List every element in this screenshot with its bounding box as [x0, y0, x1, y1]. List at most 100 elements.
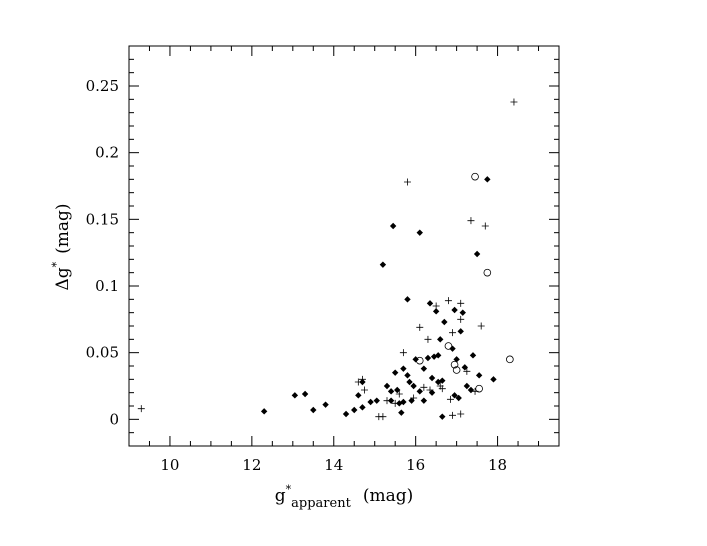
- data-point-plus: [457, 315, 465, 323]
- y-tick-label: 0.2: [95, 144, 119, 162]
- data-point-plus: [420, 383, 428, 391]
- data-point-plus: [410, 394, 418, 402]
- data-point-diamond: [451, 306, 458, 314]
- data-point-diamond: [291, 392, 299, 399]
- x-tick-label: 16: [406, 456, 425, 474]
- data-point-diamond: [432, 308, 440, 315]
- x-tick-label: 18: [488, 456, 507, 474]
- data-point-diamond: [463, 382, 471, 390]
- data-point-circle: [444, 342, 453, 350]
- data-point-diamond: [342, 410, 350, 418]
- data-point-plus: [416, 323, 424, 331]
- x-axis-label-sup: *: [286, 483, 292, 496]
- data-point-plus: [395, 390, 403, 398]
- data-point-diamond: [469, 352, 477, 359]
- data-point-diamond: [424, 354, 432, 362]
- data-point-plus: [399, 349, 407, 357]
- data-point-plus: [477, 322, 485, 330]
- data-point-diamond: [439, 413, 446, 420]
- data-point-plus: [354, 378, 362, 386]
- x-tick-label: 14: [324, 456, 343, 474]
- data-point-diamond: [387, 397, 395, 404]
- data-point-plus: [426, 386, 434, 394]
- data-point-plus: [137, 405, 145, 413]
- data-point-plus: [358, 375, 366, 383]
- data-point-diamond: [400, 398, 407, 406]
- data-point-diamond: [322, 401, 329, 408]
- data-point-diamond: [387, 388, 395, 395]
- data-point-diamond: [404, 372, 411, 379]
- data-point-plus: [449, 411, 457, 419]
- x-axis-label-base: g: [275, 486, 286, 506]
- y-axis-label: Δg* (mag): [50, 203, 73, 290]
- data-point-diamond: [400, 365, 407, 372]
- data-point-diamond: [383, 382, 391, 390]
- data-point-diamond: [484, 176, 491, 183]
- data-point-diamond: [455, 394, 462, 402]
- data-point-diamond: [490, 376, 497, 383]
- data-point-plus: [438, 385, 446, 393]
- data-point-diamond: [367, 398, 374, 406]
- x-axis-label: g*apparent (mag): [275, 483, 413, 511]
- data-point-diamond: [391, 369, 399, 376]
- data-point-diamond: [416, 388, 423, 395]
- data-point-diamond: [310, 406, 317, 414]
- data-point-plus: [424, 335, 432, 343]
- y-axis-label-unit: (mag): [53, 203, 73, 253]
- data-point-diamond: [441, 318, 448, 326]
- data-point-diamond: [301, 390, 309, 398]
- data-point-diamond: [428, 374, 436, 382]
- data-point-diamond: [473, 250, 481, 258]
- y-axis-label-sup: *: [50, 261, 63, 267]
- y-tick-label: 0.25: [86, 77, 119, 95]
- data-point-diamond: [373, 397, 380, 404]
- y-tick-label: 0.05: [86, 344, 119, 362]
- data-point-plus: [481, 222, 489, 230]
- y-tick-label: 0: [109, 410, 119, 428]
- data-point-diamond: [379, 261, 387, 268]
- data-point-plus: [457, 410, 465, 418]
- data-point-circle: [483, 268, 492, 277]
- data-point-diamond: [475, 372, 483, 379]
- data-point-circle: [450, 360, 459, 369]
- x-tick-label: 12: [242, 456, 261, 474]
- data-point-plus: [403, 178, 411, 186]
- data-point-plus: [444, 297, 452, 305]
- data-point-plus: [510, 98, 518, 106]
- data-point-plus: [457, 299, 465, 307]
- data-point-diamond: [398, 409, 405, 416]
- data-point-diamond: [459, 309, 466, 316]
- data-point-diamond: [426, 300, 434, 307]
- data-point-diamond: [449, 345, 456, 352]
- data-point-circle: [415, 356, 424, 365]
- data-point-diamond: [420, 365, 428, 372]
- data-point-plus: [360, 386, 368, 394]
- data-point-plus: [463, 367, 471, 375]
- data-point-diamond: [404, 296, 411, 303]
- x-tick-label: 10: [160, 456, 179, 474]
- data-point-circle: [506, 355, 514, 364]
- data-point-diamond: [355, 392, 362, 399]
- data-point-diamond: [412, 356, 419, 363]
- data-point-diamond: [439, 377, 446, 384]
- data-point-plus: [383, 397, 391, 405]
- y-tick-label: 0.15: [86, 210, 119, 228]
- x-axis-label-unit: (mag): [363, 486, 413, 506]
- data-point-diamond: [434, 352, 442, 359]
- data-point-diamond: [461, 364, 469, 371]
- data-point-diamond: [359, 404, 366, 411]
- data-point-diamond: [389, 222, 397, 230]
- data-point-circle: [471, 172, 479, 181]
- data-point-diamond: [437, 336, 444, 343]
- data-point-diamond: [416, 229, 423, 236]
- data-point-diamond: [408, 397, 415, 404]
- data-point-diamond: [406, 378, 413, 386]
- data-point-diamond: [457, 328, 464, 335]
- y-axis-label-base: Δg: [53, 267, 73, 290]
- data-point-plus: [446, 395, 454, 403]
- data-point-diamond: [420, 397, 428, 404]
- y-tick-label: 0.1: [95, 277, 119, 295]
- x-axis-label-sub: apparent: [291, 496, 351, 511]
- data-point-circle: [452, 366, 461, 374]
